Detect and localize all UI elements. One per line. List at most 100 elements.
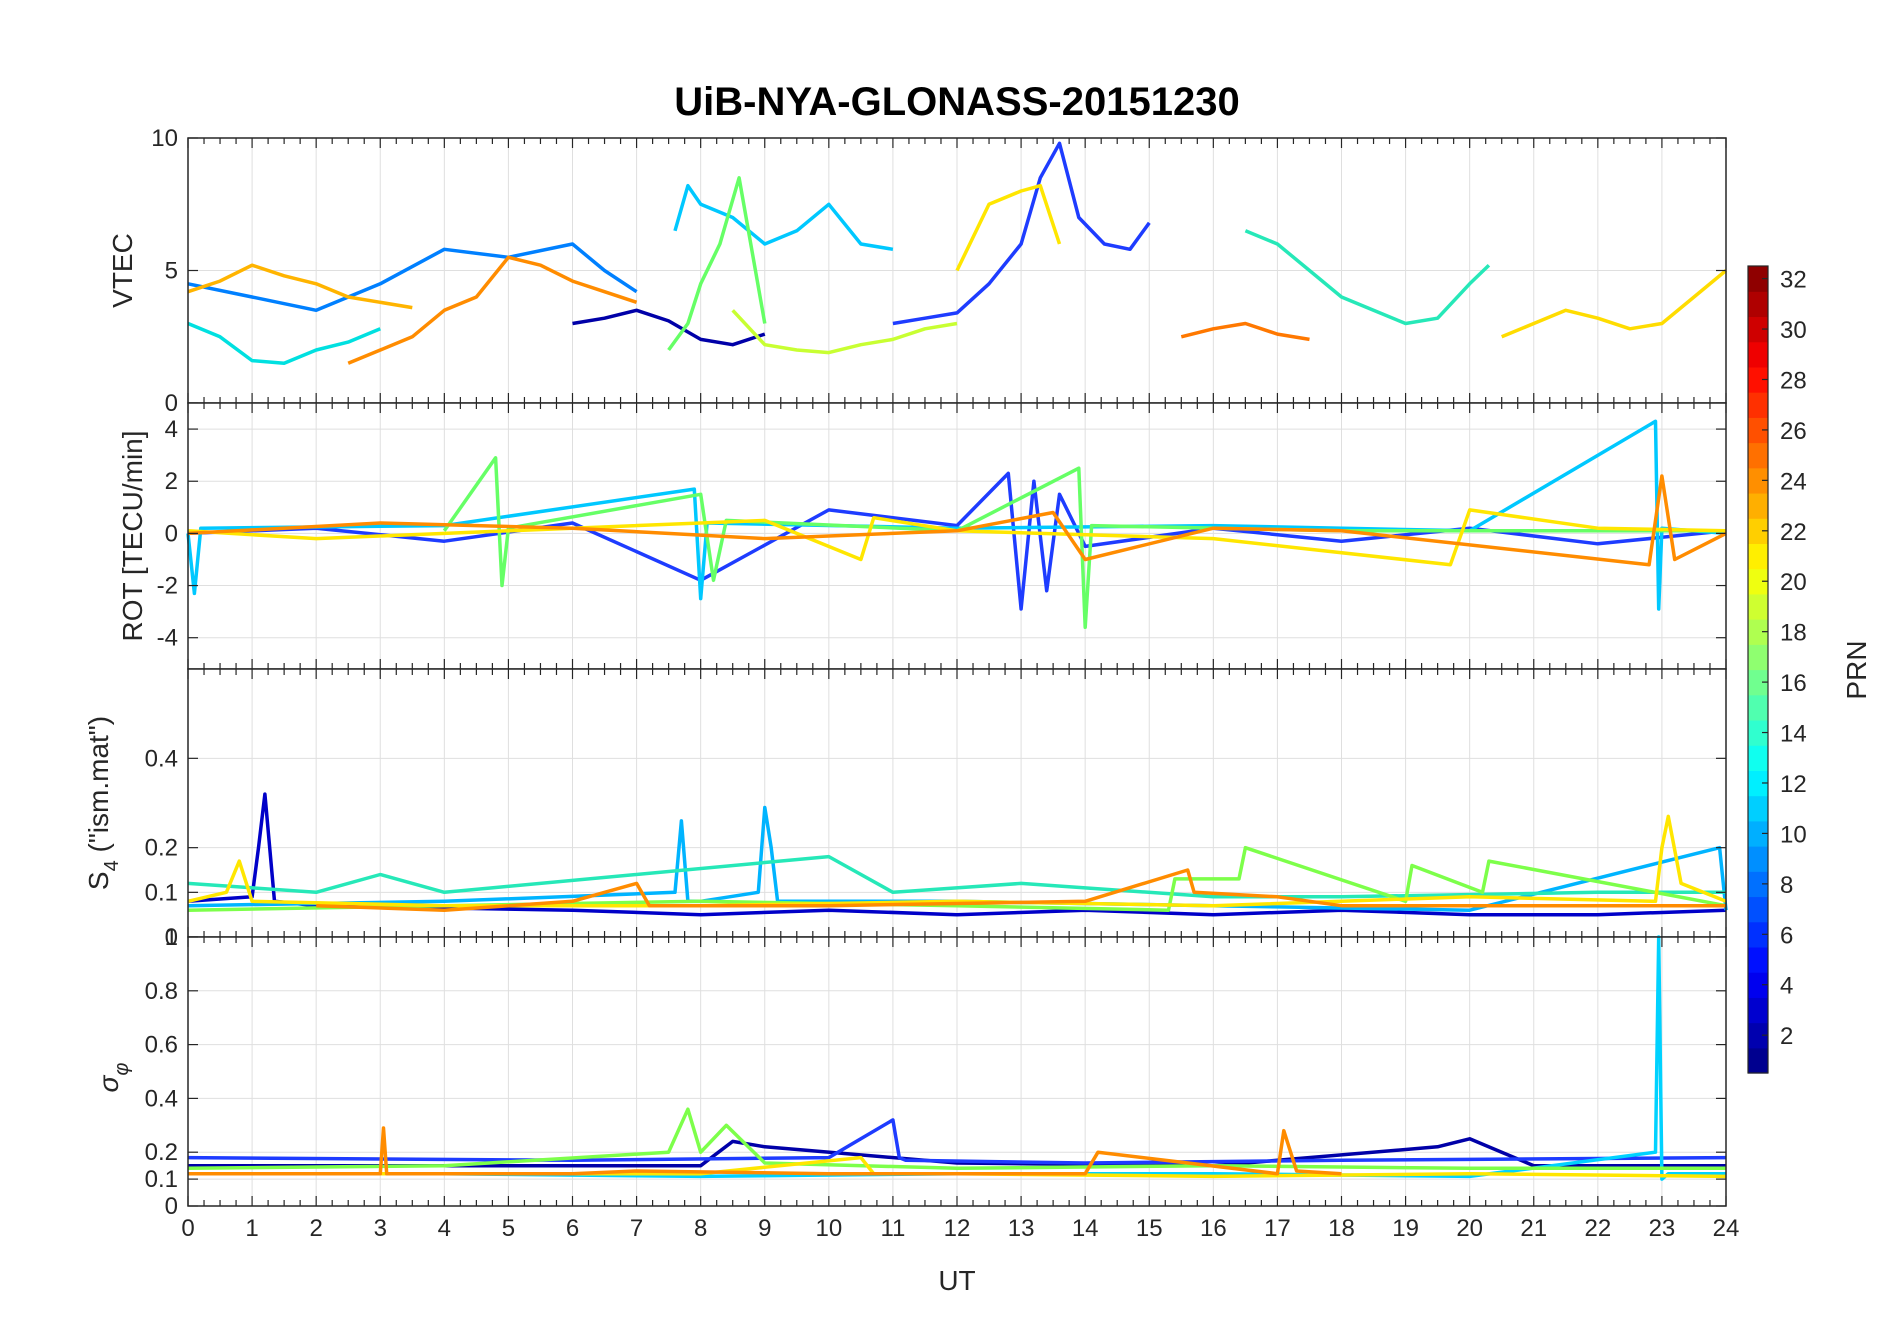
- y-tick-label: 5: [165, 258, 178, 285]
- colorbar-tick-label: 8: [1780, 872, 1793, 899]
- colorbar-frame: [1747, 265, 1769, 1074]
- series-line-vtec-8: [955, 183, 1062, 272]
- x-tick-label: 23: [1649, 1215, 1676, 1242]
- y-axis-label-main: S: [83, 871, 114, 890]
- y-axis-label: VTEC: [107, 233, 138, 308]
- x-tick-label: 0: [181, 1215, 194, 1242]
- x-tick-label: 17: [1264, 1215, 1291, 1242]
- colorbar-swatch: [1748, 871, 1768, 898]
- y-axis-label: ROT [TECU/min]: [117, 430, 148, 641]
- colorbar-swatch: [1748, 316, 1768, 343]
- x-tick-label: 7: [630, 1215, 643, 1242]
- y-ticks: [188, 936, 1726, 1207]
- colorbar-tick-label: 2: [1780, 1023, 1793, 1050]
- colorbar-swatch: [1748, 694, 1768, 721]
- x-tick-label: 19: [1392, 1215, 1419, 1242]
- colorbar-swatch: [1748, 972, 1768, 998]
- x-tick-label: 3: [374, 1215, 387, 1242]
- colorbar-swatch: [1748, 568, 1768, 595]
- colorbar-swatch: [1748, 644, 1768, 671]
- series-line-s4-0: [187, 792, 1727, 917]
- colorbar-swatch: [1748, 467, 1768, 494]
- series-line-vtec-3: [673, 183, 894, 252]
- y-tick-label: 2: [165, 468, 178, 495]
- series-line-vtec-11: [1180, 321, 1310, 342]
- x-tick-label: 13: [1008, 1215, 1035, 1242]
- x-tick-label: 24: [1713, 1215, 1740, 1242]
- colorbar-tick-label: 10: [1780, 821, 1807, 848]
- colorbar-swatch: [1748, 997, 1768, 1024]
- x-tick-label: 4: [438, 1215, 451, 1242]
- y-tick-label: 10: [151, 125, 178, 152]
- series-line-sigma-1: [187, 1118, 1727, 1165]
- y-tick-label: 0.1: [145, 1166, 178, 1193]
- series-line-s4-5: [316, 868, 1726, 912]
- series-line-sigma-5: [188, 1126, 1342, 1176]
- x-tick-label: 16: [1200, 1215, 1227, 1242]
- x-tick-label: 14: [1072, 1215, 1099, 1242]
- x-tick-label: 12: [944, 1215, 971, 1242]
- y-axis-label: S4 ("ism.mat"): [83, 716, 123, 890]
- series-line-vtec-5: [1244, 229, 1491, 326]
- series-line-rot-3: [187, 508, 1727, 567]
- x-ticks: [187, 403, 1727, 669]
- x-tick-label: 10: [815, 1215, 842, 1242]
- series-group: [186, 419, 1727, 630]
- y-axis-label-rest: ("ism.mat"): [83, 716, 114, 860]
- y-tick-label: -4: [157, 625, 178, 652]
- series-line-vtec-6: [667, 176, 767, 352]
- colorbar-swatch: [1748, 442, 1768, 469]
- colorbar-tick-label: 24: [1780, 468, 1807, 495]
- series-line-s4-3: [187, 845, 1727, 912]
- y-axis-label-main: σ: [93, 1074, 124, 1092]
- panel-s4: 0 0.1 0.2 0.4 S4 ("ism.mat"): [83, 668, 1728, 951]
- colorbar-swatch: [1748, 291, 1768, 318]
- colorbar-swatch: [1748, 1047, 1768, 1074]
- series-line-s4-4: [187, 814, 1727, 908]
- series-line-vtec-9: [187, 263, 413, 310]
- colorbar-tick-label: 30: [1780, 317, 1807, 344]
- y-axis-label: σφ: [93, 1063, 133, 1093]
- colorbar-swatch: [1748, 366, 1768, 393]
- y-tick-label: 0: [165, 1193, 178, 1220]
- colorbar-swatch: [1748, 543, 1768, 570]
- colorbar-tick-label: 18: [1780, 620, 1807, 647]
- y-tick-label: 0.2: [145, 835, 178, 862]
- y-tick-label: 0.8: [145, 978, 178, 1005]
- x-tick-label: 18: [1328, 1215, 1355, 1242]
- colorbar-swatch: [1748, 669, 1768, 696]
- y-tick-label: 0.1: [145, 879, 178, 906]
- series-line-vtec-7: [731, 309, 958, 355]
- colorbar-swatch: [1748, 795, 1768, 822]
- colorbar-swatch: [1748, 745, 1768, 771]
- x-tick-label: 8: [694, 1215, 707, 1242]
- y-tick-label: 1: [165, 924, 178, 951]
- x-ticks: [187, 138, 1727, 403]
- series-line-vtec-0: [572, 308, 766, 347]
- colorbar-swatch: [1748, 1022, 1768, 1049]
- y-tick-label: 0.4: [145, 1085, 178, 1112]
- panel-rot: -4 -2 0 2 4 ROT [TECU/min]: [117, 402, 1727, 670]
- colorbar-tick-label: 4: [1780, 973, 1793, 1000]
- colorbar-swatch: [1748, 417, 1768, 444]
- y-axis-label-sub: φ: [111, 1063, 133, 1076]
- colorbar-swatch: [1748, 492, 1768, 519]
- colorbar-tick-label: 20: [1780, 569, 1807, 596]
- x-ticks: [187, 937, 1727, 1206]
- y-tick-label: 0: [165, 924, 178, 951]
- x-axis-label: UT: [938, 1265, 975, 1296]
- x-tick-label: 6: [566, 1215, 579, 1242]
- colorbar-swatch: [1748, 770, 1768, 797]
- colorbar-swatch: [1748, 266, 1768, 292]
- colorbar-swatch: [1748, 518, 1768, 545]
- colorbar-tick-label: 22: [1780, 519, 1807, 546]
- y-axis-label-sub: 4: [101, 860, 123, 871]
- series-group: [187, 935, 1727, 1181]
- x-tick-label: 2: [309, 1215, 322, 1242]
- colorbar-tick-label: 6: [1780, 922, 1793, 949]
